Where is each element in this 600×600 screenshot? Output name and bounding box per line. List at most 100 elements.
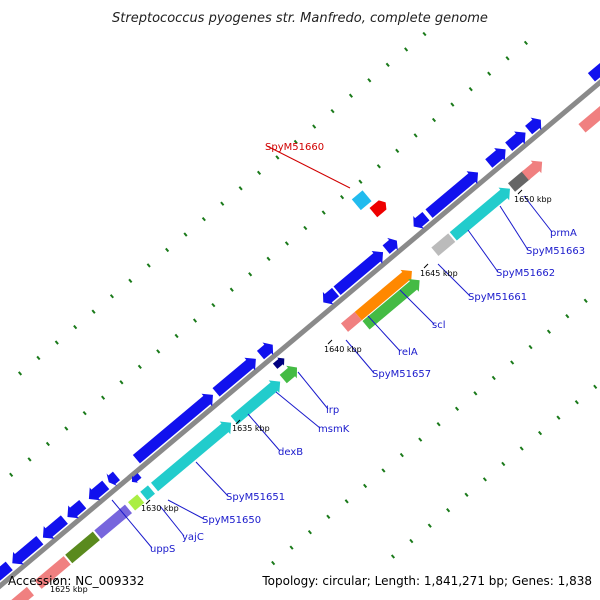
gene-feature[interactable] <box>340 311 362 332</box>
gene-label[interactable]: prmA <box>550 228 577 239</box>
scale-tick <box>248 272 253 277</box>
gene-feature[interactable] <box>42 515 68 539</box>
genome-backbone <box>0 79 600 590</box>
gene-feature[interactable] <box>230 380 281 425</box>
scale-tick <box>73 324 78 330</box>
gene-feature[interactable] <box>150 421 232 492</box>
gene-feature[interactable] <box>425 171 479 218</box>
gene-feature[interactable] <box>382 237 398 254</box>
gene-label[interactable]: msmK <box>318 424 350 435</box>
gene-label[interactable]: scl <box>432 320 446 331</box>
gene-feature[interactable] <box>94 504 133 539</box>
scale-tick <box>45 441 50 447</box>
gene-feature[interactable] <box>12 535 44 565</box>
gene-feature[interactable] <box>212 357 256 397</box>
gene-label[interactable]: lrp <box>326 405 339 416</box>
gene-feature[interactable] <box>449 187 510 241</box>
gene-feature[interactable] <box>256 342 274 360</box>
backbone-line <box>0 79 600 590</box>
label-leaders <box>111 145 553 549</box>
scale-tick <box>284 241 289 246</box>
label-leader <box>367 315 401 352</box>
scale-tick <box>431 117 437 123</box>
gene-feature[interactable] <box>34 556 71 589</box>
label-leader <box>467 229 499 273</box>
major-tick <box>235 419 241 425</box>
scale-tick <box>363 483 368 489</box>
scale-label: 1630 kbp <box>141 504 179 513</box>
scale-tick <box>192 318 198 323</box>
gene-features <box>0 38 600 600</box>
scale-tick <box>330 108 335 114</box>
label-leader <box>111 499 153 549</box>
gene-feature[interactable] <box>413 211 430 229</box>
gene-feature[interactable] <box>140 485 155 501</box>
scale-tick <box>395 148 400 154</box>
gene-feature[interactable] <box>67 499 87 519</box>
gene-label[interactable]: SpyM51657 <box>372 369 431 380</box>
scale-tick <box>17 371 23 376</box>
gene-feature[interactable] <box>131 473 142 483</box>
scale-tick <box>348 93 354 98</box>
label-leader <box>266 145 351 189</box>
gene-feature[interactable] <box>362 279 420 330</box>
scale-tick <box>27 457 32 462</box>
gene-feature[interactable] <box>354 269 412 321</box>
gene-label[interactable]: SpyM51650 <box>202 515 261 526</box>
genome-stats: Topology: circular; Length: 1,841,271 bp… <box>261 574 592 588</box>
scale-tick <box>229 287 234 292</box>
scale-tick <box>390 554 396 559</box>
gene-feature[interactable] <box>431 233 456 256</box>
scale-tick <box>238 186 243 191</box>
gene-feature[interactable] <box>505 131 526 151</box>
scale-tick <box>326 514 331 519</box>
label-leader <box>523 195 553 233</box>
scale-label: 1625 kbp <box>50 585 88 594</box>
gene-feature[interactable] <box>279 365 298 384</box>
gene-feature[interactable] <box>272 357 285 369</box>
gene-label[interactable]: SpyM51662 <box>496 268 555 279</box>
gene-feature[interactable] <box>521 160 543 181</box>
label-leader <box>247 413 281 452</box>
gene-label[interactable]: SpyM51651 <box>226 492 285 503</box>
major-tick <box>423 263 429 269</box>
label-leader <box>275 391 321 429</box>
scale-tick <box>404 47 409 52</box>
scale-tick <box>109 294 114 299</box>
scale-tick <box>422 31 427 37</box>
gene-feature[interactable] <box>88 480 110 501</box>
label-leader <box>499 205 529 251</box>
scale-tick <box>385 62 390 68</box>
scale-tick <box>510 360 515 365</box>
gene-feature[interactable] <box>587 38 600 82</box>
gene-labels[interactable]: uppS yajC SpyM51650 SpyM51651 dexB msmK lrp Spy… <box>150 142 585 555</box>
gene-feature[interactable] <box>525 117 542 135</box>
gene-feature[interactable] <box>0 561 13 587</box>
gene-label[interactable]: yajC <box>182 532 204 543</box>
scale-tick <box>491 375 496 381</box>
gene-feature[interactable] <box>128 494 145 511</box>
scale-tick <box>183 232 188 237</box>
gene-label[interactable]: uppS <box>150 544 175 555</box>
scale-tick <box>381 468 386 473</box>
gene-label[interactable]: SpyM51660 <box>265 142 324 153</box>
gene-label[interactable]: dexB <box>278 447 303 458</box>
gene-feature[interactable] <box>65 531 100 564</box>
gene-feature[interactable] <box>578 86 600 133</box>
scale-tick <box>538 430 543 436</box>
gene-feature[interactable] <box>5 586 34 600</box>
gene-feature[interactable] <box>322 287 340 305</box>
gene-feature[interactable] <box>106 471 120 487</box>
gene-feature[interactable] <box>507 170 531 192</box>
gene-label[interactable]: SpyM51661 <box>468 292 527 303</box>
gene-label[interactable]: SpyM51663 <box>526 246 585 257</box>
scale-label: 1635 kbp <box>232 424 270 433</box>
gene-feature-spym51660[interactable] <box>351 190 372 211</box>
gene-label[interactable]: relA <box>398 347 418 358</box>
gene-feature[interactable] <box>485 148 506 168</box>
gene-feature-spym51660-b[interactable] <box>369 200 387 218</box>
gene-feature[interactable] <box>132 393 213 464</box>
label-leader <box>159 505 185 537</box>
gene-feature[interactable] <box>333 251 384 295</box>
scale-tick <box>574 400 579 405</box>
